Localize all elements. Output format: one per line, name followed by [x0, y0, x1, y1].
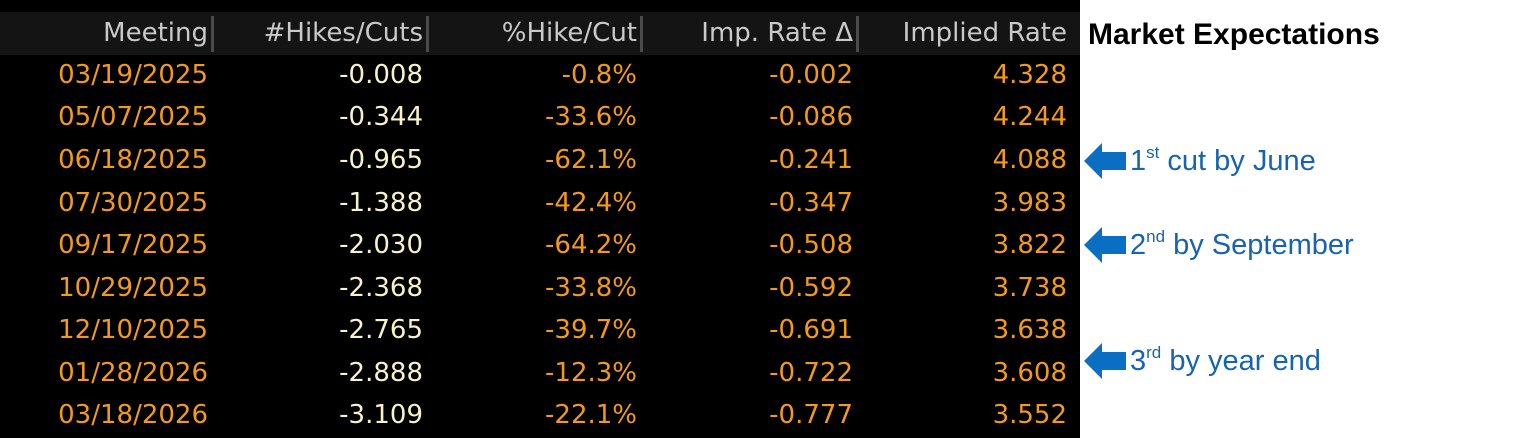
header-pct-hike-cut[interactable]: %Hike/Cut: [501, 18, 637, 48]
cell-hikes-cuts: -1.388: [339, 188, 423, 218]
cell-hikes-cuts: -0.965: [339, 145, 423, 175]
cell-meeting: 07/30/2025: [58, 188, 208, 218]
cell-meeting: 03/19/2025: [58, 60, 208, 90]
cell-imp-rate-delta: -0.592: [769, 273, 853, 303]
cell-imp-rate-delta: -0.002: [769, 60, 853, 90]
cell-imp-rate-delta: -0.691: [769, 315, 853, 345]
table-row: 05/07/2025 -0.344 -33.6% -0.086 4.244: [0, 97, 1080, 137]
cell-pct-hike-cut: -12.3%: [545, 358, 637, 388]
header-hikes-cuts[interactable]: #Hikes/Cuts: [263, 18, 423, 48]
annotation-text: cut by June: [1159, 145, 1316, 177]
ordinal-number: 2: [1130, 229, 1147, 261]
left-arrow-icon: [1084, 143, 1126, 179]
table-header-row: Meeting #Hikes/Cuts %Hike/Cut Imp. Rate …: [0, 12, 1080, 55]
cell-imp-rate-delta: -0.722: [769, 358, 853, 388]
left-arrow-icon: [1084, 227, 1126, 263]
cell-pct-hike-cut: -39.7%: [545, 315, 637, 345]
cell-pct-hike-cut: -62.1%: [545, 145, 637, 175]
table-row: 10/29/2025 -2.368 -33.8% -0.592 3.738: [0, 268, 1080, 308]
cell-imp-rate-delta: -0.347: [769, 188, 853, 218]
cell-meeting: 01/28/2026: [58, 358, 208, 388]
cell-pct-hike-cut: -33.6%: [545, 102, 637, 132]
cell-hikes-cuts: -2.368: [339, 273, 423, 303]
cell-implied-rate: 3.608: [992, 358, 1067, 388]
cell-hikes-cuts: -2.888: [339, 358, 423, 388]
cell-implied-rate: 3.638: [992, 315, 1067, 345]
cell-meeting: 05/07/2025: [58, 102, 208, 132]
annotation-label: 1st cut by June: [1130, 141, 1316, 181]
cell-pct-hike-cut: -33.8%: [545, 273, 637, 303]
panel-title: Market Expectations: [1088, 18, 1380, 51]
cell-hikes-cuts: -0.344: [339, 102, 423, 132]
header-meeting[interactable]: Meeting: [103, 18, 208, 48]
annotation-label: 3rd by year end: [1130, 341, 1321, 381]
cell-hikes-cuts: -0.008: [339, 60, 423, 90]
ordinal-number: 3: [1130, 345, 1147, 377]
ordinal-suffix: rd: [1146, 343, 1162, 362]
cell-pct-hike-cut: -42.4%: [545, 188, 637, 218]
fed-funds-expectations-table: Meeting #Hikes/Cuts %Hike/Cut Imp. Rate …: [0, 0, 1080, 438]
ordinal-suffix: st: [1146, 143, 1160, 162]
cell-pct-hike-cut: -22.1%: [545, 400, 637, 430]
cell-hikes-cuts: -2.765: [339, 315, 423, 345]
header-separator: [426, 16, 429, 52]
left-arrow-icon: [1084, 343, 1126, 379]
cell-imp-rate-delta: -0.777: [769, 400, 853, 430]
table-row: 03/18/2026 -3.109 -22.1% -0.777 3.552: [0, 395, 1080, 435]
cell-implied-rate: 3.983: [992, 188, 1067, 218]
cell-meeting: 06/18/2025: [58, 145, 208, 175]
cell-imp-rate-delta: -0.086: [769, 102, 853, 132]
cell-implied-rate: 4.328: [992, 60, 1067, 90]
table-row: 07/30/2025 -1.388 -42.4% -0.347 3.983: [0, 183, 1080, 223]
table-row: 01/28/2026 -2.888 -12.3% -0.722 3.608: [0, 353, 1080, 393]
annotation-label: 2nd by September: [1130, 225, 1354, 265]
ordinal-number: 1: [1130, 145, 1147, 177]
ordinal-suffix: nd: [1146, 227, 1166, 246]
cell-implied-rate: 4.244: [992, 102, 1067, 132]
cell-meeting: 03/18/2026: [58, 400, 208, 430]
cell-implied-rate: 3.552: [992, 400, 1067, 430]
header-separator: [856, 16, 859, 52]
header-implied-rate[interactable]: Implied Rate: [902, 18, 1067, 48]
annotation-text: by year end: [1161, 345, 1321, 377]
table-row: 03/19/2025 -0.008 -0.8% -0.002 4.328: [0, 55, 1080, 95]
header-separator: [640, 16, 643, 52]
cell-pct-hike-cut: -0.8%: [561, 60, 637, 90]
annotation-text: by September: [1165, 229, 1354, 261]
header-imp-rate-delta[interactable]: Imp. Rate Δ: [701, 18, 853, 48]
table-row: 09/17/2025 -2.030 -64.2% -0.508 3.822: [0, 225, 1080, 265]
table-row: 12/10/2025 -2.765 -39.7% -0.691 3.638: [0, 310, 1080, 350]
cell-implied-rate: 3.738: [992, 273, 1067, 303]
cell-meeting: 12/10/2025: [58, 315, 208, 345]
cell-meeting: 10/29/2025: [58, 273, 208, 303]
cell-implied-rate: 4.088: [992, 145, 1067, 175]
cell-imp-rate-delta: -0.508: [769, 230, 853, 260]
table-row: 06/18/2025 -0.965 -62.1% -0.241 4.088: [0, 140, 1080, 180]
cell-implied-rate: 3.822: [992, 230, 1067, 260]
cell-hikes-cuts: -2.030: [339, 230, 423, 260]
header-separator: [211, 16, 214, 52]
cell-meeting: 09/17/2025: [58, 230, 208, 260]
cell-pct-hike-cut: -64.2%: [545, 230, 637, 260]
cell-imp-rate-delta: -0.241: [769, 145, 853, 175]
cell-hikes-cuts: -3.109: [339, 400, 423, 430]
